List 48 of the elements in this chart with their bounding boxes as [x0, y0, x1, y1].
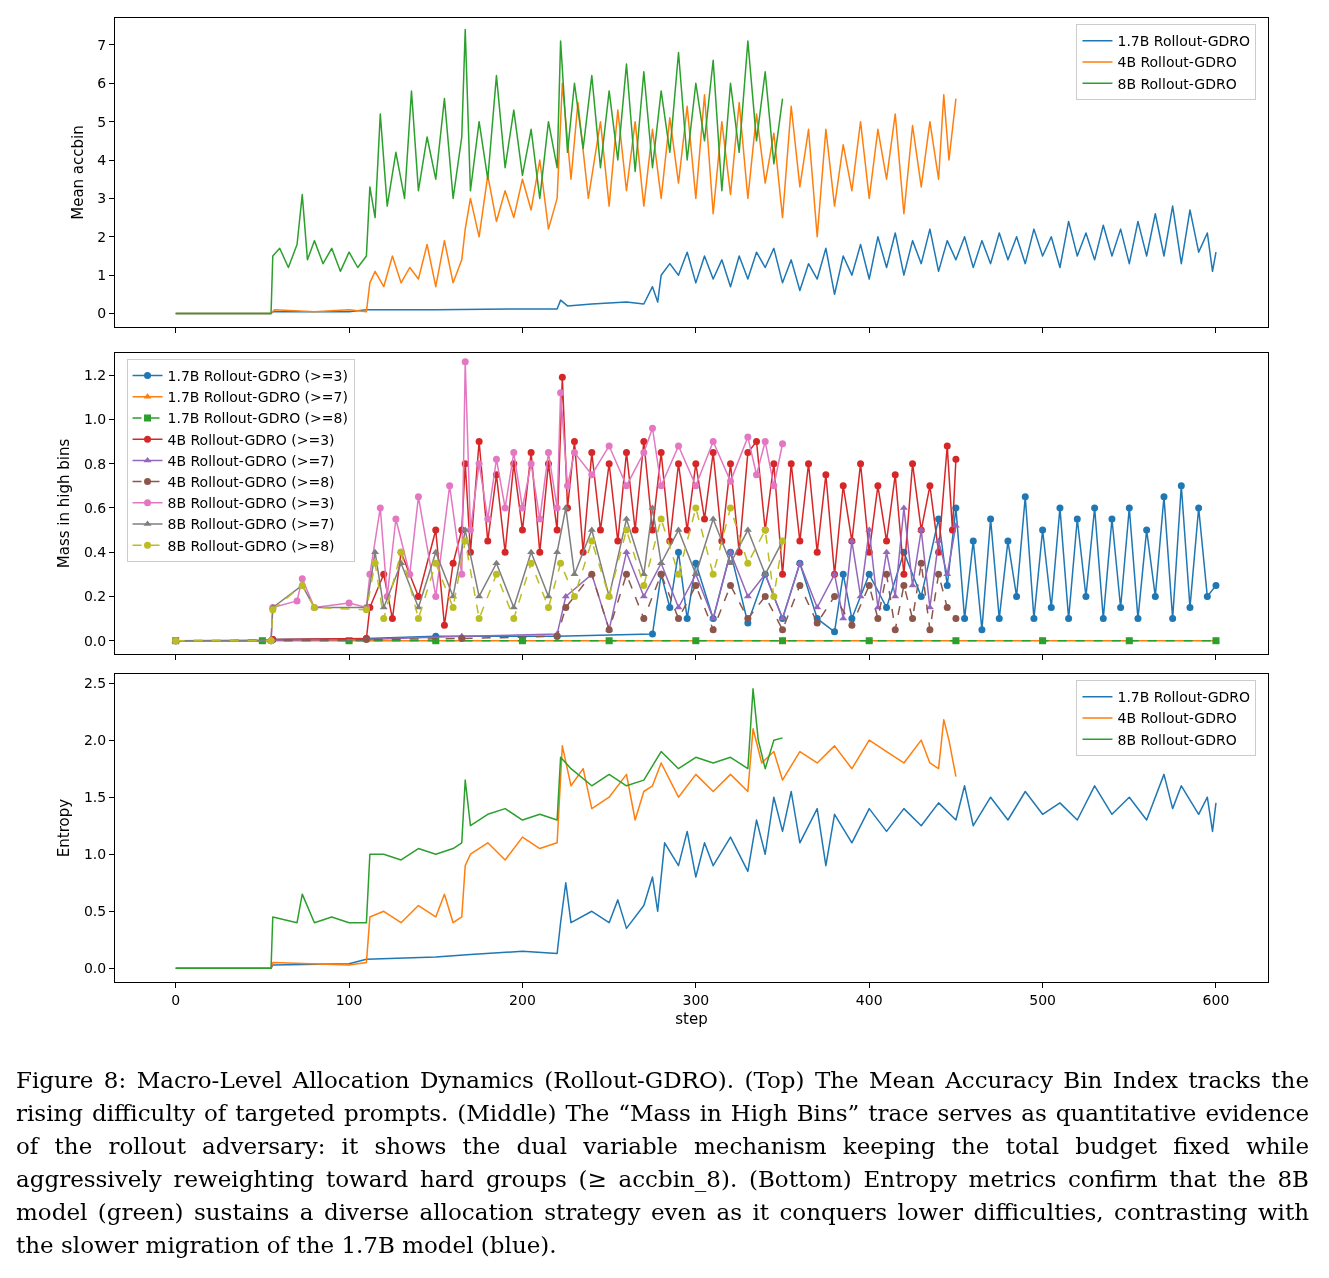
y-tick-label: 0.4 — [83, 544, 107, 561]
x-tick-label: 200 — [509, 991, 536, 1008]
y-tick-label: 1.0 — [83, 846, 107, 863]
y-tick-label: 2.5 — [83, 675, 107, 692]
y-tick-label: 4 — [97, 151, 107, 168]
y-axis-title: Mean accbin — [68, 125, 87, 220]
y-tick-label: 1.2 — [83, 367, 107, 384]
legend-label: 4B Rollout-GDRO (>=7) — [167, 452, 335, 469]
legend-label: 1.7B Rollout-GDRO — [1117, 33, 1251, 50]
y-tick-label: 7 — [97, 36, 107, 53]
x-tick-label: 300 — [682, 991, 710, 1008]
y-tick-label: 2.0 — [83, 732, 107, 749]
x-tick-label: 500 — [1029, 991, 1056, 1008]
legend-label: 4B Rollout-GDRO (>=3) — [167, 431, 335, 448]
y-tick-label: 0 — [97, 305, 107, 322]
x-axis-title: step — [675, 1009, 708, 1028]
y-tick-label: 0.0 — [83, 960, 107, 977]
legend-label: 4B Rollout-GDRO (>=8) — [167, 474, 335, 491]
legend-label: 4B Rollout-GDRO — [1117, 54, 1237, 71]
y-axis-title: Mass in high bins — [55, 438, 74, 569]
legend-label: 1.7B Rollout-GDRO (>=7) — [167, 389, 348, 406]
y-tick-label: 1.0 — [83, 411, 107, 428]
y-tick-label: 2 — [97, 228, 107, 245]
y-axis-title: Entropy — [55, 798, 74, 858]
legend-label: 1.7B Rollout-GDRO — [1117, 689, 1251, 706]
y-tick-label: 0.5 — [83, 903, 107, 920]
y-tick-label: 0.0 — [83, 632, 107, 649]
y-tick-label: 1 — [97, 267, 107, 284]
legend-label: 8B Rollout-GDRO — [1117, 75, 1237, 92]
y-tick-label: 1.5 — [83, 789, 107, 806]
y-tick-label: 0.2 — [83, 588, 107, 605]
y-tick-label: 0.8 — [83, 455, 107, 472]
x-tick-label: 0 — [171, 991, 181, 1008]
legend-label: 8B Rollout-GDRO (>=7) — [167, 516, 335, 533]
legend-label: 1.7B Rollout-GDRO (>=8) — [167, 410, 348, 427]
legend-label: 8B Rollout-GDRO — [1117, 731, 1237, 748]
y-tick-label: 5 — [97, 113, 107, 130]
y-tick-label: 0.6 — [83, 499, 107, 516]
y-tick-label: 6 — [97, 75, 107, 92]
legend-label: 4B Rollout-GDRO — [1117, 710, 1237, 727]
legend-label: 8B Rollout-GDRO (>=8) — [167, 537, 335, 554]
legend-label: 1.7B Rollout-GDRO (>=3) — [167, 368, 348, 385]
y-tick-label: 3 — [97, 190, 107, 207]
x-tick-label: 100 — [335, 991, 363, 1008]
legend-label: 8B Rollout-GDRO (>=3) — [167, 495, 335, 512]
caption: Figure 8: Macro-Level Allocation Dynamics (Rollout-GDRO). (Top) The Mean Accuracy Bin Index tracks the rising difficulty of targeted prompts. (Middle) The “Mass in High Bins” trace serves as quantitative evidence of the rollout adversary: it shows the dual variable mechanism keeping the total budget fixed while aggressively reweighting toward hard groups (≥ accbin_8). (Bottom) Entropy metrics confirm that the 8B model (green) sustains a diverse allocation strategy even as it conquers lower difficulties, contrasting with the slower migration of the 1.7B model (blue). — [16, 1066, 1309, 1260]
x-tick-label: 400 — [855, 991, 883, 1008]
x-tick-label: 600 — [1202, 991, 1230, 1008]
